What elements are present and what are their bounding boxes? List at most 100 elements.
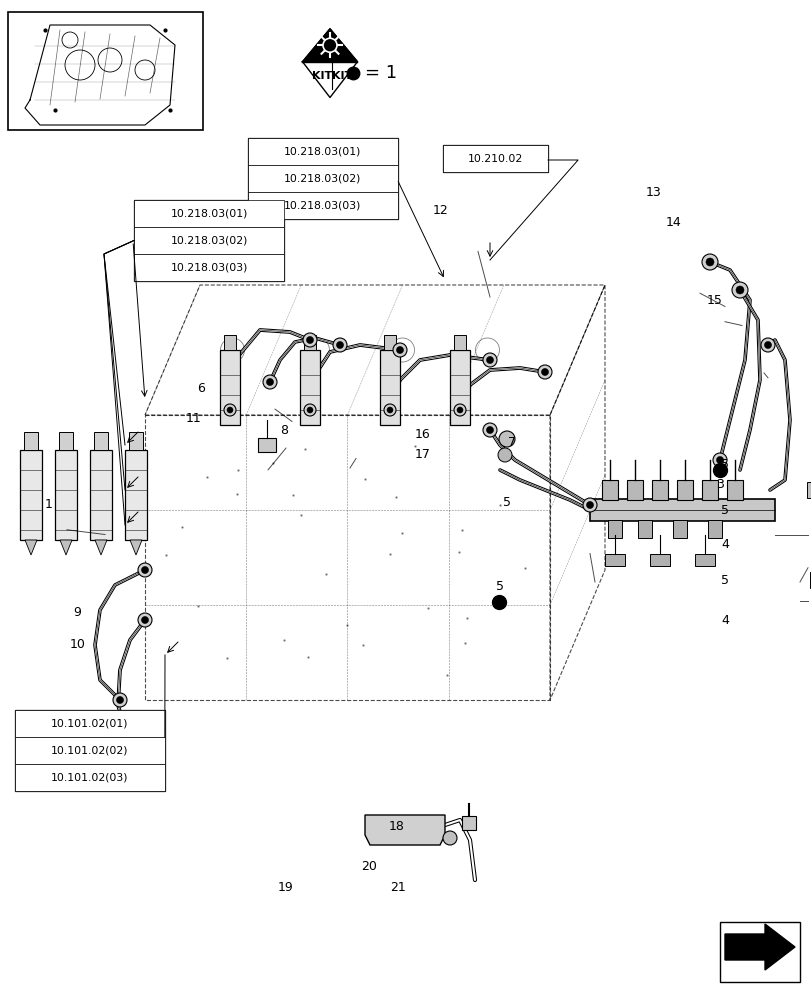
- Text: 10.218.03(01): 10.218.03(01): [170, 209, 247, 219]
- Circle shape: [266, 378, 273, 385]
- Circle shape: [263, 375, 277, 389]
- Bar: [806, 482, 811, 498]
- Circle shape: [582, 498, 596, 512]
- Bar: [702, 480, 717, 500]
- Circle shape: [483, 353, 496, 367]
- Circle shape: [387, 407, 393, 413]
- Bar: [90, 450, 112, 540]
- Circle shape: [141, 735, 155, 749]
- Text: 21: 21: [389, 882, 406, 894]
- Bar: [649, 554, 669, 566]
- Bar: [134, 254, 284, 281]
- Circle shape: [712, 453, 726, 467]
- Bar: [453, 335, 466, 350]
- Text: 2: 2: [495, 595, 503, 608]
- Text: 10.218.03(03): 10.218.03(03): [170, 262, 247, 272]
- Text: 10.218.03(02): 10.218.03(02): [284, 174, 361, 184]
- Bar: [247, 165, 397, 192]
- Circle shape: [303, 333, 316, 347]
- Bar: [247, 138, 397, 165]
- Bar: [626, 480, 642, 500]
- Polygon shape: [365, 815, 444, 845]
- Bar: [651, 480, 667, 500]
- Bar: [726, 480, 742, 500]
- Text: 18: 18: [388, 820, 404, 833]
- Text: 5: 5: [503, 496, 511, 510]
- Bar: [384, 335, 396, 350]
- Bar: [134, 200, 284, 227]
- Bar: [809, 572, 811, 588]
- Bar: [247, 192, 397, 219]
- Text: = 1: = 1: [365, 64, 397, 82]
- Bar: [604, 554, 624, 566]
- Bar: [134, 200, 284, 281]
- Circle shape: [144, 738, 152, 745]
- Bar: [129, 432, 143, 450]
- Bar: [134, 227, 284, 254]
- Text: 5: 5: [720, 504, 728, 516]
- Text: 20: 20: [361, 860, 377, 874]
- Circle shape: [306, 336, 313, 344]
- Bar: [707, 520, 721, 538]
- Circle shape: [303, 404, 315, 416]
- Circle shape: [141, 566, 148, 574]
- Bar: [220, 350, 240, 425]
- Bar: [299, 350, 320, 425]
- Bar: [55, 450, 77, 540]
- Text: 10.101.02(02): 10.101.02(02): [51, 745, 128, 756]
- Text: 7: 7: [507, 436, 515, 450]
- Circle shape: [336, 342, 343, 349]
- Circle shape: [453, 404, 466, 416]
- Bar: [380, 350, 400, 425]
- Bar: [94, 432, 108, 450]
- Bar: [607, 520, 621, 538]
- Text: 10.218.03(02): 10.218.03(02): [170, 235, 247, 245]
- Bar: [590, 499, 774, 521]
- Bar: [303, 335, 315, 350]
- Text: 13: 13: [645, 186, 661, 199]
- Text: 1: 1: [45, 498, 53, 512]
- Bar: [15, 737, 165, 764]
- Circle shape: [224, 404, 236, 416]
- Text: 8: 8: [280, 424, 288, 436]
- Circle shape: [705, 258, 713, 266]
- Bar: [224, 335, 236, 350]
- Polygon shape: [60, 540, 72, 555]
- Circle shape: [497, 448, 512, 462]
- Bar: [15, 764, 165, 791]
- Text: 10: 10: [69, 638, 85, 650]
- Bar: [15, 710, 165, 791]
- Text: 16: 16: [414, 428, 430, 440]
- Text: 15: 15: [706, 294, 722, 306]
- Text: 3: 3: [715, 478, 723, 490]
- Circle shape: [538, 365, 551, 379]
- Circle shape: [307, 407, 312, 413]
- Polygon shape: [95, 540, 107, 555]
- Bar: [24, 432, 38, 450]
- Text: 12: 12: [432, 204, 448, 217]
- Text: 4: 4: [720, 538, 728, 552]
- Polygon shape: [724, 924, 794, 970]
- Circle shape: [457, 407, 462, 413]
- Bar: [20, 450, 42, 540]
- Text: 5: 5: [496, 580, 504, 593]
- Bar: [601, 480, 617, 500]
- Bar: [59, 432, 73, 450]
- Circle shape: [138, 613, 152, 627]
- Bar: [461, 816, 475, 830]
- Circle shape: [499, 431, 514, 447]
- Bar: [8, 12, 203, 130]
- Circle shape: [384, 404, 396, 416]
- Bar: [258, 438, 276, 452]
- Circle shape: [760, 338, 774, 352]
- Text: 6: 6: [197, 381, 205, 394]
- Bar: [676, 480, 692, 500]
- Text: 9: 9: [73, 605, 81, 618]
- Text: KIT: KIT: [332, 71, 352, 81]
- Circle shape: [116, 696, 123, 704]
- Circle shape: [715, 456, 723, 464]
- Circle shape: [396, 347, 403, 354]
- Polygon shape: [130, 540, 142, 555]
- Bar: [247, 138, 397, 219]
- Text: 10.101.02(03): 10.101.02(03): [51, 772, 128, 782]
